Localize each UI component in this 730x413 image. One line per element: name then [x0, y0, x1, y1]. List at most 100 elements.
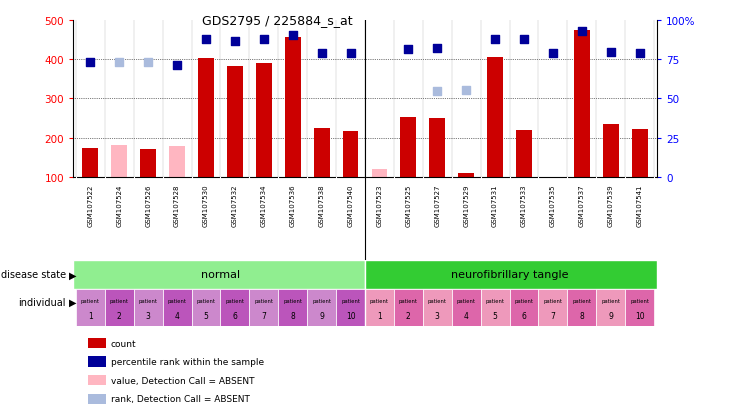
Text: GSM107536: GSM107536 [290, 184, 296, 227]
Point [634, 51, 645, 57]
Bar [73, 260, 365, 289]
Bar [365, 260, 657, 289]
Text: patient: patient [428, 299, 447, 304]
Point [316, 51, 328, 57]
Point [489, 36, 501, 43]
Text: 3: 3 [435, 311, 439, 320]
Bar [458, 174, 474, 178]
Text: GSM107541: GSM107541 [637, 184, 642, 227]
Text: GSM107533: GSM107533 [521, 184, 527, 227]
Bar [169, 147, 185, 178]
Text: GDS2795 / 225884_s_at: GDS2795 / 225884_s_at [202, 14, 353, 27]
Point [518, 36, 530, 43]
Bar [452, 289, 480, 326]
Point [461, 88, 472, 95]
Text: 4: 4 [174, 311, 180, 320]
Point [431, 45, 443, 52]
Text: patient: patient [81, 299, 100, 304]
Text: patient: patient [543, 299, 562, 304]
Text: 4: 4 [464, 311, 469, 320]
Text: GSM107538: GSM107538 [318, 184, 325, 227]
Text: patient: patient [485, 299, 504, 304]
Text: 8: 8 [291, 311, 295, 320]
Text: GSM107532: GSM107532 [232, 184, 238, 227]
Text: 5: 5 [493, 311, 498, 320]
Point [229, 38, 241, 45]
Point [576, 29, 588, 36]
Bar [365, 289, 394, 326]
Bar [539, 289, 567, 326]
Text: individual: individual [18, 297, 66, 307]
Bar [480, 289, 510, 326]
Text: 6: 6 [521, 311, 526, 320]
Bar [198, 59, 214, 178]
Text: 1: 1 [88, 311, 93, 320]
Text: GSM107537: GSM107537 [579, 184, 585, 227]
Point [431, 89, 443, 95]
Point [258, 36, 269, 43]
Bar [140, 150, 156, 178]
Bar [111, 145, 127, 178]
Bar [401, 118, 416, 178]
Text: count: count [111, 339, 137, 348]
Bar [631, 130, 648, 178]
Bar [574, 31, 590, 178]
Bar [250, 289, 278, 326]
Text: patient: patient [630, 299, 649, 304]
Text: ▶: ▶ [69, 297, 77, 307]
Text: patient: patient [457, 299, 476, 304]
Text: 2: 2 [406, 311, 411, 320]
Text: GSM107535: GSM107535 [550, 184, 556, 227]
Text: ▶: ▶ [69, 270, 77, 280]
Text: patient: patient [139, 299, 158, 304]
Text: patient: patient [283, 299, 302, 304]
Text: 1: 1 [377, 311, 382, 320]
Bar [372, 170, 388, 178]
Bar [567, 289, 596, 326]
Text: 9: 9 [608, 311, 613, 320]
Bar [76, 289, 105, 326]
Text: patient: patient [168, 299, 187, 304]
Text: 6: 6 [232, 311, 237, 320]
Text: neurofibrillary tangle: neurofibrillary tangle [451, 270, 568, 280]
Text: GSM107522: GSM107522 [88, 184, 93, 226]
Text: patient: patient [312, 299, 331, 304]
Text: 3: 3 [146, 311, 150, 320]
Point [402, 47, 414, 53]
Text: GSM107539: GSM107539 [608, 184, 614, 227]
Bar [487, 58, 503, 178]
Text: GSM107528: GSM107528 [174, 184, 180, 227]
Text: GSM107525: GSM107525 [405, 184, 412, 226]
Text: GSM107531: GSM107531 [492, 184, 498, 227]
Text: patient: patient [515, 299, 534, 304]
Bar [163, 289, 191, 326]
Point [287, 33, 299, 40]
Text: GSM107540: GSM107540 [347, 184, 353, 227]
Text: patient: patient [226, 299, 245, 304]
Text: GSM107523: GSM107523 [377, 184, 383, 227]
Bar [596, 289, 625, 326]
Text: GSM107526: GSM107526 [145, 184, 151, 227]
Bar [429, 119, 445, 178]
Bar [227, 67, 243, 178]
Bar [255, 64, 272, 178]
Text: patient: patient [399, 299, 418, 304]
Text: 7: 7 [261, 311, 266, 320]
Text: patient: patient [572, 299, 591, 304]
Text: normal: normal [201, 270, 240, 280]
Text: patient: patient [602, 299, 620, 304]
Point [142, 59, 154, 66]
Point [85, 59, 96, 66]
Bar [336, 289, 365, 326]
Text: GSM107530: GSM107530 [203, 184, 209, 227]
Bar [603, 125, 619, 178]
Text: GSM107527: GSM107527 [434, 184, 440, 227]
Text: GSM107524: GSM107524 [116, 184, 122, 226]
Bar [394, 289, 423, 326]
Bar [314, 128, 329, 178]
Text: 5: 5 [204, 311, 209, 320]
Bar [342, 131, 358, 178]
Bar [625, 289, 654, 326]
Text: disease state: disease state [1, 270, 66, 280]
Bar [278, 289, 307, 326]
